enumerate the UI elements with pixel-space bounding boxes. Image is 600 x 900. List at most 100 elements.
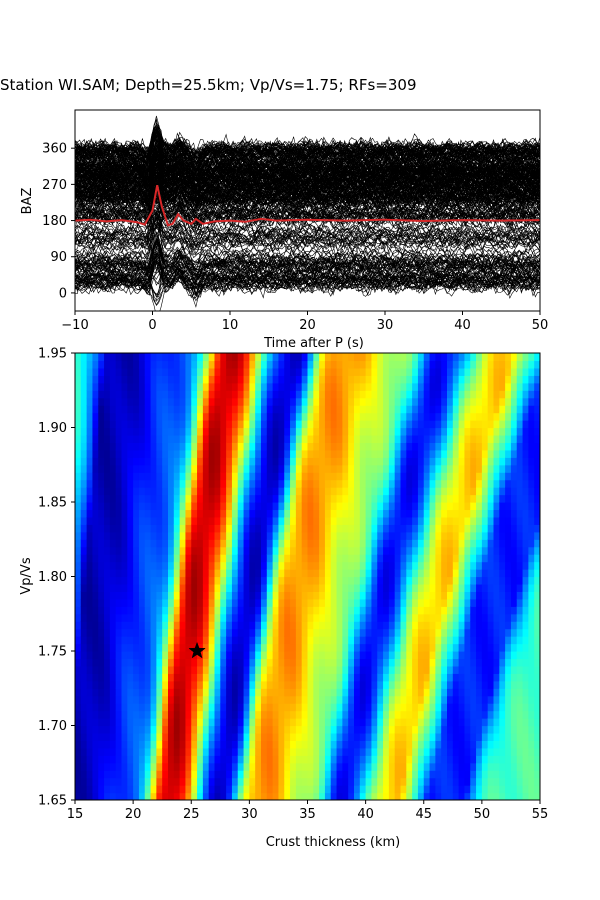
hk-cell — [441, 382, 448, 391]
hk-cell — [208, 770, 216, 779]
hk-cell — [144, 703, 152, 712]
hk-cell — [226, 740, 233, 749]
hk-cell — [185, 636, 192, 645]
hk-cell — [377, 665, 384, 674]
hk-cell — [354, 665, 361, 674]
hk-cell — [185, 628, 192, 637]
hk-cell — [435, 487, 442, 496]
hk-cell — [226, 665, 233, 674]
hk-cell — [522, 576, 529, 585]
hk-cell — [220, 747, 227, 756]
hk-cell — [394, 509, 402, 518]
hk-cell — [144, 405, 152, 414]
hk-cell — [447, 680, 454, 689]
hk-cell — [365, 591, 373, 600]
hk-cell — [510, 598, 518, 607]
hk-cell — [138, 688, 146, 697]
hk-cell — [133, 665, 140, 674]
hk-cell — [313, 442, 320, 451]
hk-cell — [359, 598, 367, 607]
hk-cell — [197, 636, 204, 645]
hk-cell — [441, 725, 448, 734]
hk-cell — [138, 785, 146, 794]
hk-cell — [412, 658, 419, 667]
hk-cell — [75, 621, 82, 630]
hk-cell — [121, 725, 128, 734]
hk-cell — [400, 554, 407, 563]
hk-cell — [307, 531, 314, 540]
hk-cell — [505, 606, 512, 615]
hk-cell — [330, 636, 338, 645]
hk-cell — [144, 658, 152, 667]
hk-cell — [365, 427, 373, 436]
hk-cell — [371, 636, 378, 645]
hk-cell — [435, 621, 442, 630]
hk-cell — [197, 695, 204, 704]
hk-cell — [266, 785, 274, 794]
hk-cell — [342, 479, 349, 488]
hk-cell — [86, 725, 94, 734]
hk-cell — [92, 658, 99, 667]
hk-cell — [336, 561, 343, 570]
hk-cell — [481, 531, 489, 540]
hk-cell — [371, 665, 378, 674]
hk-cell — [121, 509, 128, 518]
hk-cell — [464, 360, 471, 369]
hk-cell — [75, 397, 82, 406]
hk-cell — [278, 442, 285, 451]
hk-cell — [249, 576, 256, 585]
hk-cell — [261, 479, 268, 488]
hk-cell — [86, 442, 94, 451]
hk-cell — [208, 628, 216, 637]
hk-cell — [447, 636, 454, 645]
hk-cell — [261, 502, 268, 511]
hk-cell — [150, 762, 157, 771]
hk-cell — [301, 703, 309, 712]
hk-cell — [464, 531, 471, 540]
hk-cell — [441, 576, 448, 585]
hk-cell — [406, 628, 413, 637]
hk-cell — [127, 509, 134, 518]
hk-cell — [98, 516, 105, 525]
hk-cell — [185, 442, 192, 451]
hk-cell — [464, 353, 471, 362]
hk-cell — [150, 695, 157, 704]
hk-cell — [104, 420, 111, 429]
hk-cell — [98, 367, 105, 376]
hk-cell — [470, 367, 477, 376]
hk-cell — [435, 472, 442, 481]
hk-cell — [505, 777, 512, 786]
hk-cell — [383, 509, 390, 518]
hk-cell — [290, 747, 297, 756]
hk-cell — [377, 703, 384, 712]
hk-cell — [115, 420, 123, 429]
hk-cell — [371, 762, 378, 771]
hk-cell — [301, 636, 309, 645]
hk-cell — [150, 464, 157, 473]
hk-cell — [255, 613, 262, 622]
hk-cell — [505, 397, 512, 406]
hk-cell — [75, 554, 82, 563]
hk-cell — [365, 546, 373, 555]
hk-cell — [104, 695, 111, 704]
hk-cell — [313, 502, 320, 511]
hk-cell — [191, 546, 198, 555]
hk-cell — [452, 583, 460, 592]
hk-cell — [313, 651, 320, 660]
hk-cell — [104, 732, 111, 741]
hk-cell — [429, 755, 436, 764]
hk-cell — [226, 703, 233, 712]
hk-cell — [400, 591, 407, 600]
hk-cell — [510, 464, 518, 473]
hk-cell — [447, 405, 454, 414]
hk-cell — [168, 367, 175, 376]
hk-cell — [104, 561, 111, 570]
hk-cell — [197, 576, 204, 585]
hk-cell — [266, 688, 274, 697]
hk-cell — [435, 785, 442, 794]
hk-cell — [307, 695, 314, 704]
hk-cell — [179, 628, 187, 637]
hk-cell — [295, 747, 303, 756]
hk-cell — [388, 390, 396, 399]
hk-cell — [359, 636, 367, 645]
